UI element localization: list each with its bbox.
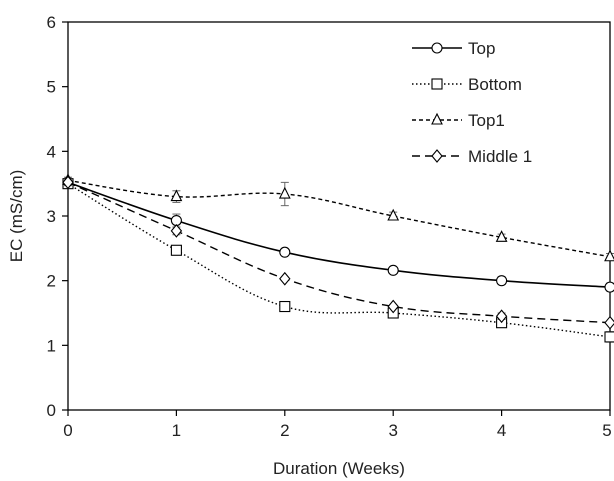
data-point-triangle <box>495 230 508 242</box>
y-tick-label: 5 <box>47 78 56 97</box>
data-point-triangle <box>170 189 183 202</box>
legend-marker-circle <box>431 42 443 54</box>
x-tick-label: 1 <box>172 421 181 440</box>
legend-item: Bottom <box>412 75 522 94</box>
x-axis-label: Duration (Weeks) <box>273 459 405 478</box>
data-point-triangle <box>387 208 400 221</box>
data-point-diamond <box>604 315 614 330</box>
series-line <box>67 183 611 338</box>
y-tick-label: 4 <box>47 142 56 161</box>
data-point-square <box>604 331 614 343</box>
data-point-triangle <box>604 249 614 262</box>
data-point-square <box>279 300 291 313</box>
plot-frame <box>67 21 611 411</box>
data-point-diamond <box>170 224 183 238</box>
x-axis: 0 1 2 3 4 5 <box>63 410 612 440</box>
legend: Top Bottom Top1 Middle 1 <box>412 39 532 166</box>
data-point-triangle <box>278 186 291 199</box>
legend-item: Top1 <box>412 111 505 130</box>
y-tick-label: 0 <box>47 401 56 420</box>
legend-label: Top1 <box>468 111 505 130</box>
legend-label: Top <box>468 39 495 58</box>
legend-marker-triangle <box>431 112 443 125</box>
y-tick-label: 3 <box>47 207 56 226</box>
data-point-diamond <box>495 309 508 324</box>
y-axis: 0 1 2 3 4 5 6 <box>47 13 68 420</box>
y-tick-label: 1 <box>47 336 56 355</box>
data-point-circle <box>604 281 614 293</box>
legend-marker-square <box>431 78 443 90</box>
legend-label: Bottom <box>468 75 522 94</box>
data-point-diamond <box>387 299 399 314</box>
series-top <box>62 176 614 293</box>
series-layer <box>62 173 614 343</box>
series-line <box>67 181 611 288</box>
data-point-circle <box>279 246 291 258</box>
data-point-diamond <box>62 175 74 190</box>
x-tick-label: 5 <box>602 421 611 440</box>
series-line <box>67 181 611 324</box>
x-tick-label: 4 <box>497 421 506 440</box>
data-point-circle <box>496 275 508 287</box>
data-point-diamond <box>279 271 291 286</box>
legend-marker-diamond <box>431 149 443 163</box>
legend-item: Middle 1 <box>412 147 532 166</box>
legend-label: Middle 1 <box>468 147 532 166</box>
legend-item: Top <box>412 39 495 58</box>
y-axis-label: EC (mS/cm) <box>7 170 26 263</box>
x-tick-label: 2 <box>280 421 289 440</box>
y-tick-label: 6 <box>47 13 56 32</box>
x-tick-label: 0 <box>63 421 72 440</box>
series-middle-1 <box>62 175 614 330</box>
data-point-circle <box>387 264 399 276</box>
data-point-square <box>170 244 182 256</box>
series-line <box>67 179 611 258</box>
y-tick-label: 2 <box>47 272 56 291</box>
x-tick-label: 3 <box>388 421 397 440</box>
